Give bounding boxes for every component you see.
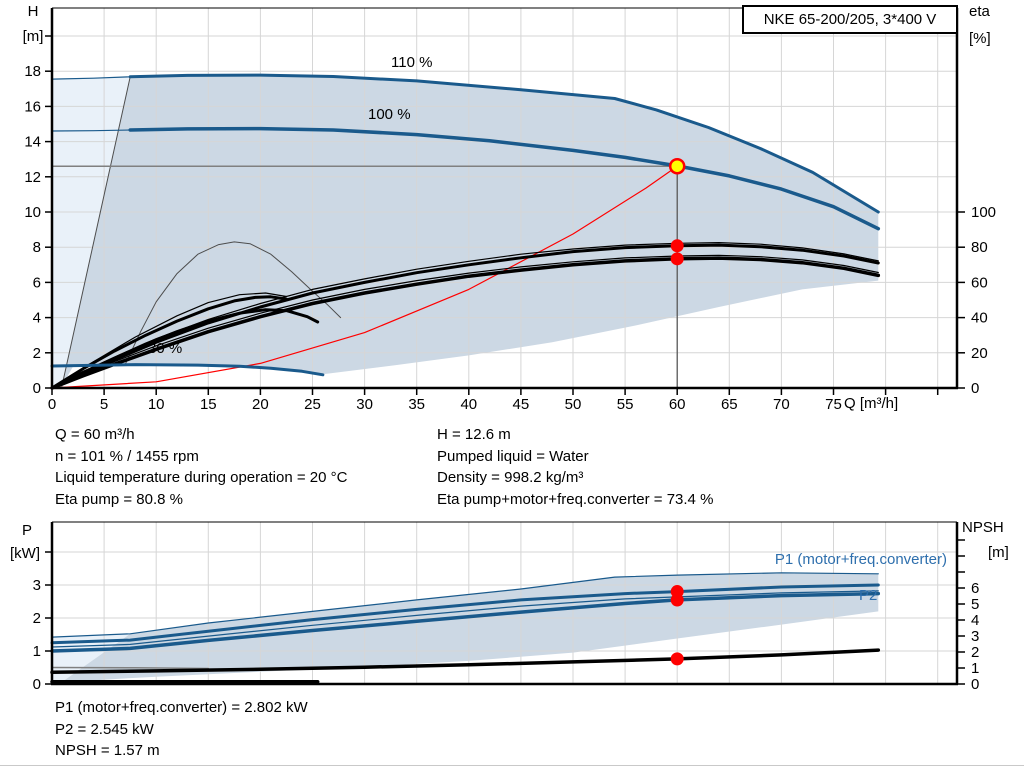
info-p1: P1 (motor+freq.converter) = 2.802 kW — [55, 699, 308, 716]
tick-label: 10 — [24, 204, 41, 221]
h-axis-title: H — [27, 3, 39, 20]
tick-label: 40 — [460, 396, 477, 413]
tick-label: 35 — [408, 396, 425, 413]
tick-label: 6 — [971, 580, 979, 597]
eta-total-point — [670, 252, 684, 266]
tick-label: 40 — [971, 310, 988, 327]
curve-100-lowflow — [51, 129, 131, 132]
tick-label: 20 — [252, 396, 269, 413]
tick-label: 2 — [33, 610, 41, 627]
speed-30-label: 30 % — [148, 340, 183, 357]
eta-axis-title: eta — [969, 3, 990, 20]
power-info: P1 (motor+freq.converter) = 2.802 kW P2 … — [55, 697, 308, 762]
tick-label: 3 — [971, 628, 979, 645]
tick-label: 45 — [513, 396, 530, 413]
p1-curve — [50, 583, 880, 645]
info-eta-total: Eta pump+motor+freq.converter = 73.4 % — [437, 490, 714, 508]
npsh-axis-unit: [m] — [988, 544, 1009, 561]
tick-label: 50 — [565, 396, 582, 413]
eta-axis-unit: [%] — [969, 30, 991, 47]
tick-label: 1 — [971, 660, 979, 677]
npsh-point — [670, 652, 684, 666]
eta-contour-arc — [124, 241, 342, 366]
info-temp: Liquid temperature during operation = 20… — [55, 469, 348, 486]
tick-label: 30 — [356, 396, 373, 413]
curve-110-lowflow — [51, 76, 131, 80]
pump-title-box: NKE 65-200/205, 3*400 V — [742, 5, 958, 34]
p1-110-thin — [51, 572, 879, 638]
tick-label: 0 — [33, 380, 41, 397]
eta-pump-thin — [51, 242, 879, 389]
tick-label: 1 — [33, 643, 41, 660]
speed-110-label: 110 % — [391, 54, 433, 71]
tick-label: 70 — [773, 396, 790, 413]
p2-point — [670, 593, 684, 607]
low-flow-region — [52, 76, 131, 389]
bottom-divider — [0, 765, 1024, 766]
tick-label: 5 — [100, 396, 108, 413]
tick-label: 65 — [721, 396, 738, 413]
npsh-axis-title: NPSH — [962, 519, 1004, 536]
duty-info-right: H = 12.6 m Pumped liquid = Water Density… — [437, 424, 713, 510]
eta-total-thin — [51, 254, 879, 389]
info-q: Q = 60 m³/h — [55, 426, 135, 443]
tick-label: 25 — [304, 396, 321, 413]
tick-label: 100 — [971, 204, 996, 221]
info-npsh: NPSH = 1.57 m — [55, 742, 160, 759]
min-flow-line — [61, 76, 131, 387]
tick-label: 10 — [148, 396, 165, 413]
curve-30 — [50, 363, 325, 377]
tick-label: 18 — [24, 63, 41, 80]
duty-info-left: Q = 60 m³/h n = 101 % / 1455 rpm Liquid … — [55, 424, 347, 510]
npsh-curve — [50, 648, 881, 675]
info-h: H = 12.6 m — [437, 426, 511, 443]
tick-label: 16 — [24, 98, 41, 115]
tick-label: 4 — [33, 310, 41, 327]
p2-110-thin — [51, 590, 879, 648]
tick-label: 5 — [971, 596, 979, 613]
h-axis-unit: [m] — [22, 28, 44, 45]
tick-label: 0 — [971, 380, 979, 397]
tick-label: 2 — [33, 345, 41, 362]
tick-label: 2 — [971, 644, 979, 661]
tick-label: 55 — [617, 396, 634, 413]
tick-label: 3 — [33, 577, 41, 594]
p-axis-title: P — [21, 522, 32, 539]
tick-label: 0 — [33, 676, 41, 693]
eta-total-curve — [50, 256, 881, 390]
tick-label: 14 — [24, 134, 41, 151]
tick-label: 0 — [971, 676, 979, 693]
p-axis-unit: [kW] — [10, 545, 40, 562]
tick-label: 75 — [825, 396, 842, 413]
eta-short-1 — [50, 295, 288, 390]
tick-label: 0 — [48, 396, 56, 413]
tick-label: 20 — [971, 345, 988, 362]
curve-110 — [128, 73, 880, 214]
p2-curve-label: P2 — [859, 587, 878, 604]
info-density: Density = 998.2 kg/m³ — [437, 469, 584, 486]
tick-label: 12 — [24, 169, 41, 186]
tick-label: 60 — [971, 274, 988, 291]
info-eta-pump: Eta pump = 80.8 % — [55, 490, 183, 508]
eta-pump-curve — [50, 243, 880, 390]
info-p2: P2 = 2.545 kW — [55, 720, 154, 738]
info-liquid: Pumped liquid = Water — [437, 447, 589, 465]
system-curve — [51, 165, 678, 389]
tick-label: 60 — [669, 396, 686, 413]
curve-100 — [128, 126, 881, 231]
info-n: n = 101 % / 1455 rpm — [55, 447, 199, 465]
tick-label: 15 — [200, 396, 217, 413]
tick-label: 80 — [971, 239, 988, 256]
q-axis-title: Q [m³/h] — [844, 395, 899, 412]
min-power-gray-line — [51, 666, 210, 670]
duty-point[interactable] — [668, 157, 686, 175]
tick-label: 4 — [971, 612, 979, 629]
tick-label: 8 — [33, 239, 41, 256]
p2-curve — [50, 591, 881, 653]
tick-label: 6 — [33, 274, 41, 291]
eta-pump-point — [670, 239, 684, 253]
speed-100-label: 100 % — [368, 106, 411, 123]
p1-curve-label: P1 (motor+freq.converter) — [774, 551, 947, 568]
